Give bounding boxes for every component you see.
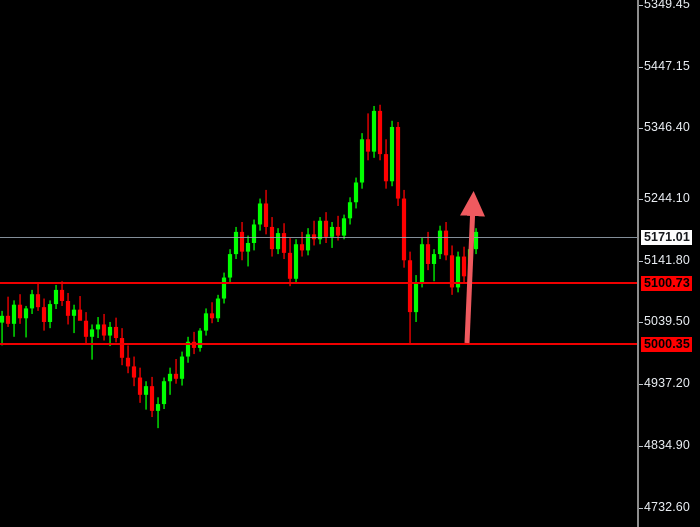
price-tick-label: 5346.40: [644, 120, 690, 134]
chart-plot-area[interactable]: [0, 0, 637, 527]
axis-tick: [639, 5, 643, 6]
price-tick-label: 4937.20: [644, 376, 690, 390]
axis-tick: [639, 199, 643, 200]
candlestick-series: [0, 104, 479, 429]
price-tick-label: 5447.15: [644, 59, 690, 73]
price-tick-label: 5039.50: [644, 314, 690, 328]
price-tick-label: 5141.80: [644, 253, 690, 267]
axis-tick: [639, 128, 643, 129]
axis-separator-line: [637, 0, 639, 527]
axis-tick: [639, 261, 643, 262]
axis-tick: [639, 67, 643, 68]
price-tick-label: 5244.10: [644, 191, 690, 205]
price-tick-label: 4834.90: [644, 438, 690, 452]
axis-tick: [639, 508, 643, 509]
resistance-line-5100[interactable]: [0, 282, 637, 284]
axis-tick: [639, 322, 643, 323]
price-axis[interactable]: 5349.45 5447.15 5346.40 5244.10 5171.01 …: [637, 0, 700, 527]
price-tick-label: 4732.60: [644, 500, 690, 514]
support-price-label[interactable]: 5000.35: [641, 337, 692, 352]
resistance-price-label[interactable]: 5100.73: [641, 276, 692, 291]
current-price-label[interactable]: 5171.01: [641, 230, 692, 245]
axis-tick: [639, 446, 643, 447]
axis-tick: [639, 384, 643, 385]
crosshair-price-line: [0, 237, 637, 238]
support-line-5000[interactable]: [0, 343, 637, 345]
price-tick-label: 5349.45: [644, 0, 690, 11]
